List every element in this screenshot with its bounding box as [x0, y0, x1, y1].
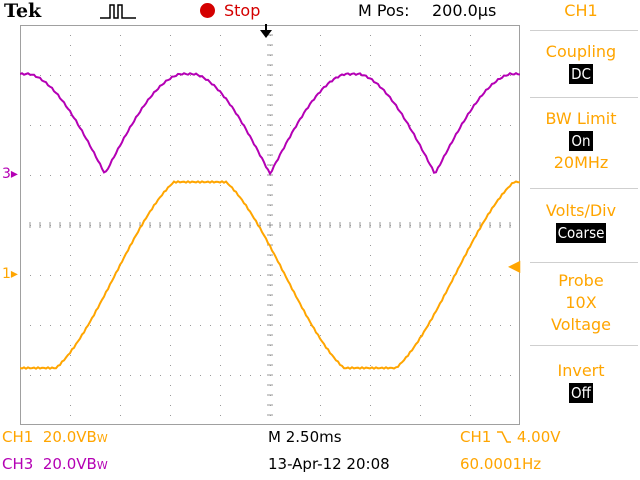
ch1-volts-per-div: 20.0V: [42, 428, 87, 446]
center-axis-ticks: [29, 34, 511, 416]
ch3-ground-marker[interactable]: 3▸: [2, 166, 18, 182]
probe-attenuation: 10X: [565, 293, 597, 312]
volts-div-label: Volts/Div: [545, 201, 617, 220]
ch3-readout-label: CH3: [2, 455, 34, 473]
ch3-readout: CH3 20.0VBW: [2, 455, 108, 473]
divider: [530, 345, 638, 346]
right-arrow-icon: ▸: [10, 166, 18, 182]
coupling-menu-button[interactable]: Coupling DC: [522, 41, 640, 85]
bw-limit-frequency: 20MHz: [553, 153, 609, 172]
ch3-waveform: [20, 71, 520, 176]
stop-indicator-icon: [200, 3, 215, 18]
datetime-readout: 13-Apr-12 20:08: [268, 455, 390, 473]
bw-limit-label: BW Limit: [545, 109, 617, 128]
ch1-readout-label: CH1: [2, 428, 34, 446]
falling-edge-icon: [497, 431, 512, 443]
ch1-marker-label: 1: [2, 266, 11, 282]
channel-side-menu: CH1 Coupling DC BW Limit On 20MHz Volts/…: [522, 0, 640, 425]
mpos-label: M Pos:: [358, 1, 410, 20]
invert-value: Off: [569, 383, 593, 403]
side-menu-title: CH1: [564, 1, 598, 20]
probe-type: Voltage: [550, 315, 611, 334]
graticule: [20, 25, 520, 425]
timebase-readout: M 2.50ms: [268, 428, 342, 446]
ch3-volts-per-div: 20.0V: [42, 455, 87, 473]
divider: [530, 188, 638, 189]
probe-menu-button[interactable]: Probe 10X Voltage: [522, 270, 640, 336]
frequency-readout: 60.0001Hz: [460, 455, 542, 473]
acquisition-status: Stop: [224, 1, 261, 20]
ch3-marker-label: 3: [2, 166, 11, 182]
trigger-position-marker-icon: [260, 24, 272, 38]
invert-label: Invert: [557, 361, 605, 380]
trigger-level: 4.00V: [516, 428, 561, 446]
volts-div-menu-button[interactable]: Volts/Div Coarse: [522, 200, 640, 244]
mpos-value: 200.0µs: [432, 1, 497, 20]
ch1-waveform: [20, 180, 520, 370]
brand-logo: Tek: [4, 0, 42, 22]
invert-menu-button[interactable]: Invert Off: [522, 360, 640, 404]
right-arrow-icon: ▸: [10, 266, 18, 282]
divider: [530, 262, 638, 263]
coupling-label: Coupling: [545, 42, 617, 61]
probe-label: Probe: [558, 271, 604, 290]
ch1-bw-limit-flag: BW: [86, 428, 108, 446]
ch3-bw-limit-flag: BW: [86, 455, 108, 473]
divider: [530, 30, 638, 31]
ch1-ground-marker[interactable]: 1▸: [2, 266, 18, 282]
trigger-level-marker-icon[interactable]: ◀: [508, 256, 521, 275]
trigger-readout: CH1 4.00V: [460, 428, 561, 446]
ch1-readout: CH1 20.0VBW: [2, 428, 108, 446]
bw-limit-menu-button[interactable]: BW Limit On 20MHz: [522, 108, 640, 174]
volts-div-value: Coarse: [555, 223, 607, 243]
bw-limit-value: On: [569, 131, 593, 151]
trigger-pulse-icon: [100, 4, 136, 19]
coupling-value: DC: [569, 64, 593, 84]
divider: [530, 97, 638, 98]
trigger-source: CH1: [460, 428, 492, 446]
